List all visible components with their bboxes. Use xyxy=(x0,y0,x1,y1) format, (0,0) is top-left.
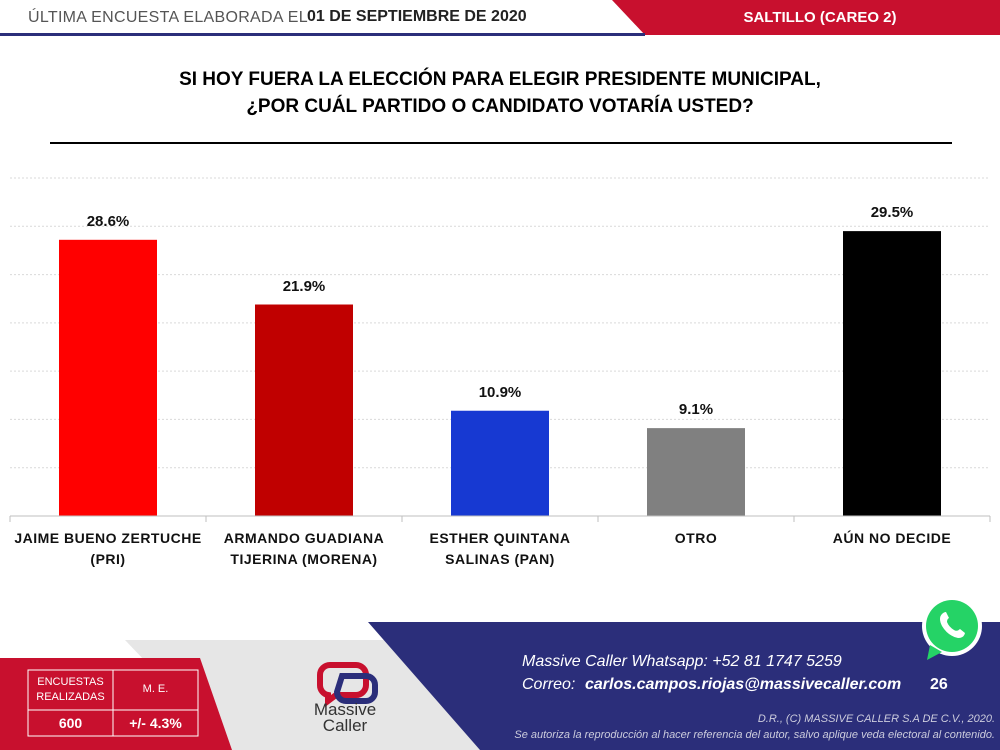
logo-text: Caller xyxy=(322,716,368,735)
logo-icon xyxy=(317,662,378,707)
bar xyxy=(59,239,157,516)
survey-date: 01 DE SEPTIEMBRE DE 2020 xyxy=(307,8,527,25)
footer-red xyxy=(0,658,232,750)
value-label: 10.9% xyxy=(478,383,522,401)
whatsapp-icon xyxy=(922,596,982,660)
x-tick-label: ESTHER QUINTANA SALINAS (PAN) xyxy=(429,530,571,567)
page-number: 26 xyxy=(930,676,948,693)
logo-text: Massive xyxy=(313,700,377,719)
table-value: +/- 4.3% xyxy=(129,715,182,731)
survey-label: ÚLTIMA ENCUESTA ELABORADA EL xyxy=(28,9,308,26)
value-label: 21.9% xyxy=(282,277,326,295)
bar xyxy=(255,304,353,516)
x-tick-label: JAIME BUENO ZERTUCHE (PRI) xyxy=(14,530,202,567)
footer-navy xyxy=(368,622,1000,750)
x-tick-label: ARMANDO GUADIANA TIJERINA (MORENA) xyxy=(223,530,385,567)
value-label: 28.6% xyxy=(86,212,130,230)
whatsapp-contact: Massive Caller Whatsapp: +52 81 1747 525… xyxy=(522,653,842,670)
bar xyxy=(647,428,745,516)
value-label: 9.1% xyxy=(678,401,714,419)
table-header: ENCUESTAS REALIZADAS xyxy=(36,676,105,703)
email-label: Correo: xyxy=(522,676,576,693)
header-band xyxy=(612,0,1000,35)
location: SALTILLO (CAREO 2) xyxy=(743,9,897,26)
table-value: 600 xyxy=(58,715,83,731)
email: carlos.campos.riojas@massivecaller.com xyxy=(585,676,902,693)
table-header: M. E. xyxy=(142,683,169,695)
copyright: D.R., (C) MASSIVE CALLER S.A DE C.V., 20… xyxy=(757,713,995,725)
bar xyxy=(451,410,549,516)
chart-title: SI HOY FUERA LA ELECCIÓN PARA ELEGIR PRE… xyxy=(179,69,821,117)
value-label: 29.5% xyxy=(870,204,914,222)
header-rule xyxy=(0,33,645,36)
x-tick-label: AÚN NO DECIDE xyxy=(832,530,952,546)
disclaimer: Se autoriza la reproducción al hacer ref… xyxy=(514,729,995,741)
x-tick-label: OTRO xyxy=(674,530,718,546)
bar xyxy=(843,231,941,516)
